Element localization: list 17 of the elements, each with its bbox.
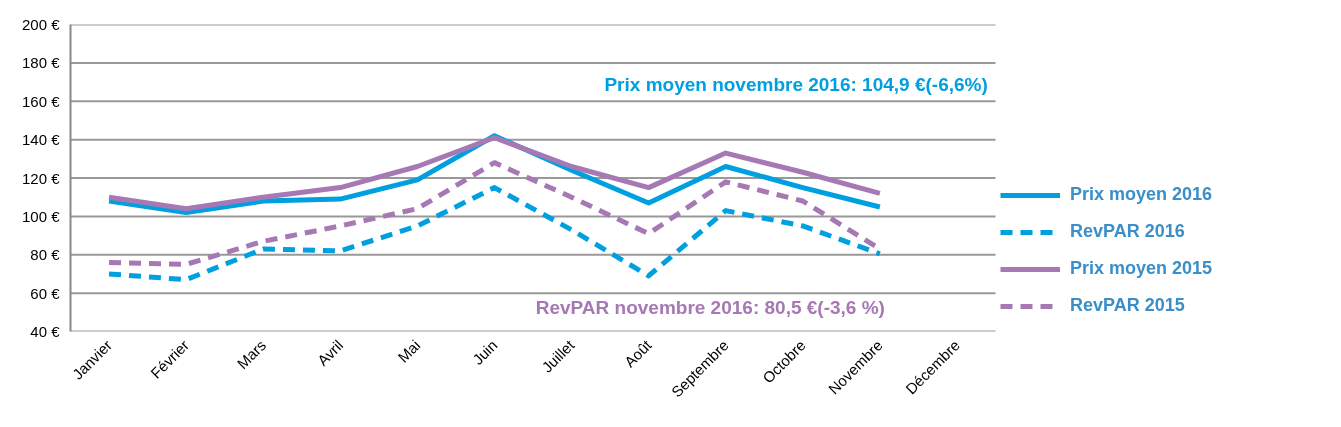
y-tick-label: 200 € [21,16,61,33]
y-tick-label: 60 € [30,284,61,302]
y-tick-label: 140 € [21,131,61,149]
annotation: RevPAR novembre 2016: 80,5 €(-3,6 %) [535,297,885,319]
y-tick-label: 100 € [21,207,61,225]
y-tick-label: 120 € [21,169,61,187]
y-tick-label: 160 € [21,92,61,110]
y-tick-label: 80 € [30,246,61,264]
legend-label: Prix moyen 2015 [1070,258,1213,279]
x-tick-label: Juin [468,336,501,368]
legend-label: RevPAR 2016 [1070,221,1185,242]
legend-label: Prix moyen 2016 [1070,184,1213,205]
legend-label: RevPAR 2015 [1070,295,1185,316]
y-tick-label: 180 € [21,54,61,72]
x-tick-label: Mai [394,336,424,366]
y-tick-label: 40 € [30,323,61,340]
annotation: Prix moyen novembre 2016: 104,9 €(-6,6%) [604,74,988,96]
